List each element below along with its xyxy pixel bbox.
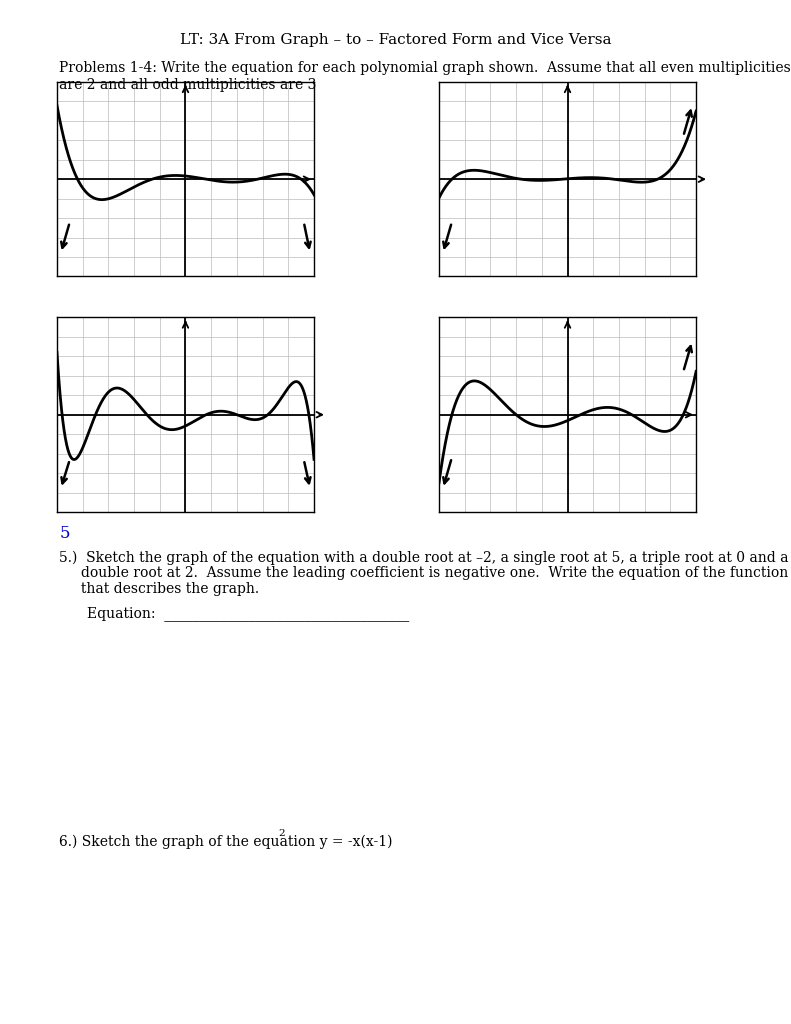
Text: 6.) Sketch the graph of the equation y = -x(x-1): 6.) Sketch the graph of the equation y =… <box>59 835 393 849</box>
Text: that describes the graph.: that describes the graph. <box>59 582 259 596</box>
Text: Problems 1-4: Write the equation for each polynomial graph shown.  Assume that a: Problems 1-4: Write the equation for eac… <box>59 61 791 76</box>
Text: Equation:  ___________________________________: Equation: ______________________________… <box>87 606 409 622</box>
Text: 5.)  Sketch the graph of the equation with a double root at –2, a single root at: 5.) Sketch the graph of the equation wit… <box>59 551 789 565</box>
Text: 2: 2 <box>278 829 285 839</box>
Text: 5: 5 <box>59 525 70 543</box>
Text: double root at 2.  Assume the leading coefficient is negative one.  Write the eq: double root at 2. Assume the leading coe… <box>59 566 789 581</box>
Text: are 2 and all odd multiplicities are 3: are 2 and all odd multiplicities are 3 <box>59 78 316 92</box>
Text: LT: 3A From Graph – to – Factored Form and Vice Versa: LT: 3A From Graph – to – Factored Form a… <box>180 33 611 47</box>
